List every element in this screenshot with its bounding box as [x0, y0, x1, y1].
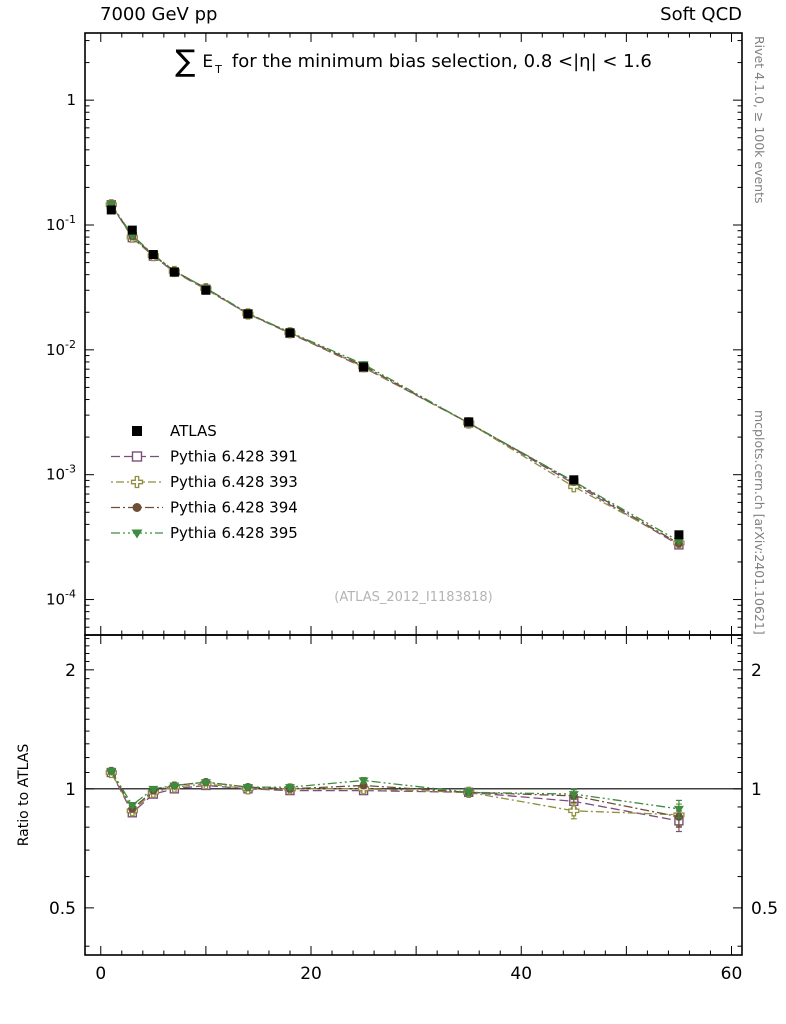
legend-item: Pythia 6.428 394	[111, 499, 298, 517]
axis-tick-labels: 110-110-210-310-40.5 0.51 12 20 20 40 60	[46, 91, 778, 984]
svg-text:40: 40	[510, 964, 532, 984]
legend-item: Pythia 6.428 395	[111, 524, 298, 542]
beam-energy-label: 7000 GeV pp	[100, 4, 218, 25]
ratio-panel-series	[85, 766, 742, 833]
svg-text:10-4: 10-4	[46, 588, 76, 609]
svg-text:Pythia 6.428 393: Pythia 6.428 393	[170, 473, 298, 491]
svg-text:0.5: 0.5	[751, 899, 778, 919]
legend-item: Pythia 6.428 391	[111, 448, 298, 466]
svg-text:1: 1	[66, 91, 76, 109]
svg-text:2: 2	[65, 661, 76, 681]
svg-text:Pythia 6.428 394: Pythia 6.428 394	[170, 499, 298, 517]
svg-text:Pythia 6.428 395: Pythia 6.428 395	[170, 524, 298, 542]
rivet-version-label: Rivet 4.1.0, ≥ 100k events	[752, 36, 767, 204]
svg-text:10-2: 10-2	[46, 338, 76, 359]
svg-text:1: 1	[65, 780, 76, 800]
observable-symbol: E	[202, 52, 214, 72]
svg-text:1: 1	[751, 780, 762, 800]
observable-subscript: T	[215, 63, 222, 76]
svg-text:Pythia 6.428 391: Pythia 6.428 391	[170, 448, 298, 466]
legend: ATLAS Pythia 6.428 391 Pythia 6.428 393 Pyt…	[111, 422, 298, 542]
title-text: for the minimum bias selection, 0.8 <|η|…	[231, 51, 652, 72]
svg-text:ATLAS: ATLAS	[170, 422, 217, 440]
svg-text:10-3: 10-3	[46, 463, 76, 484]
svg-text:20: 20	[300, 964, 322, 984]
svg-text:0.5: 0.5	[49, 899, 76, 919]
svg-text:60: 60	[721, 964, 743, 984]
mcplots-reference-label: mcplots.cern.ch [arXiv:2401.10621]	[752, 410, 767, 635]
sum-symbol: ∑	[175, 44, 196, 79]
legend-item: ATLAS	[132, 422, 217, 440]
svg-text:10-1: 10-1	[46, 213, 76, 234]
svg-text:2: 2	[751, 661, 762, 681]
analysis-id-watermark: (ATLAS_2012_I1183818)	[334, 590, 493, 605]
legend-item: Pythia 6.428 393	[111, 473, 298, 491]
panel-frames	[84, 32, 743, 956]
svg-text:0: 0	[95, 964, 106, 984]
process-group-label: Soft QCD	[660, 4, 742, 25]
axis-ticks	[85, 33, 742, 955]
main-panel-series	[105, 199, 685, 550]
